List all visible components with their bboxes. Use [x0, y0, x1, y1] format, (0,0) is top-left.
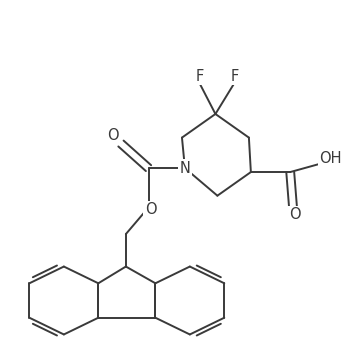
Text: O: O	[289, 207, 301, 222]
Text: OH: OH	[319, 151, 342, 166]
Text: F: F	[195, 69, 204, 84]
Text: O: O	[145, 202, 156, 217]
Text: N: N	[180, 161, 190, 176]
Text: O: O	[107, 128, 119, 143]
Text: F: F	[231, 69, 239, 84]
